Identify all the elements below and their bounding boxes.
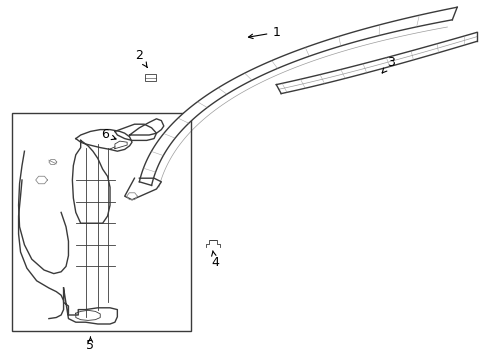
Polygon shape	[276, 32, 476, 94]
Bar	[145, 74, 156, 81]
Text: 3: 3	[382, 57, 394, 73]
Text: 1: 1	[248, 26, 280, 39]
Text: 6: 6	[101, 129, 116, 141]
Text: 5: 5	[86, 339, 94, 352]
Text: 2: 2	[135, 49, 147, 67]
Polygon shape	[139, 7, 456, 185]
Bar	[12, 113, 190, 331]
Text: 4: 4	[211, 251, 219, 269]
